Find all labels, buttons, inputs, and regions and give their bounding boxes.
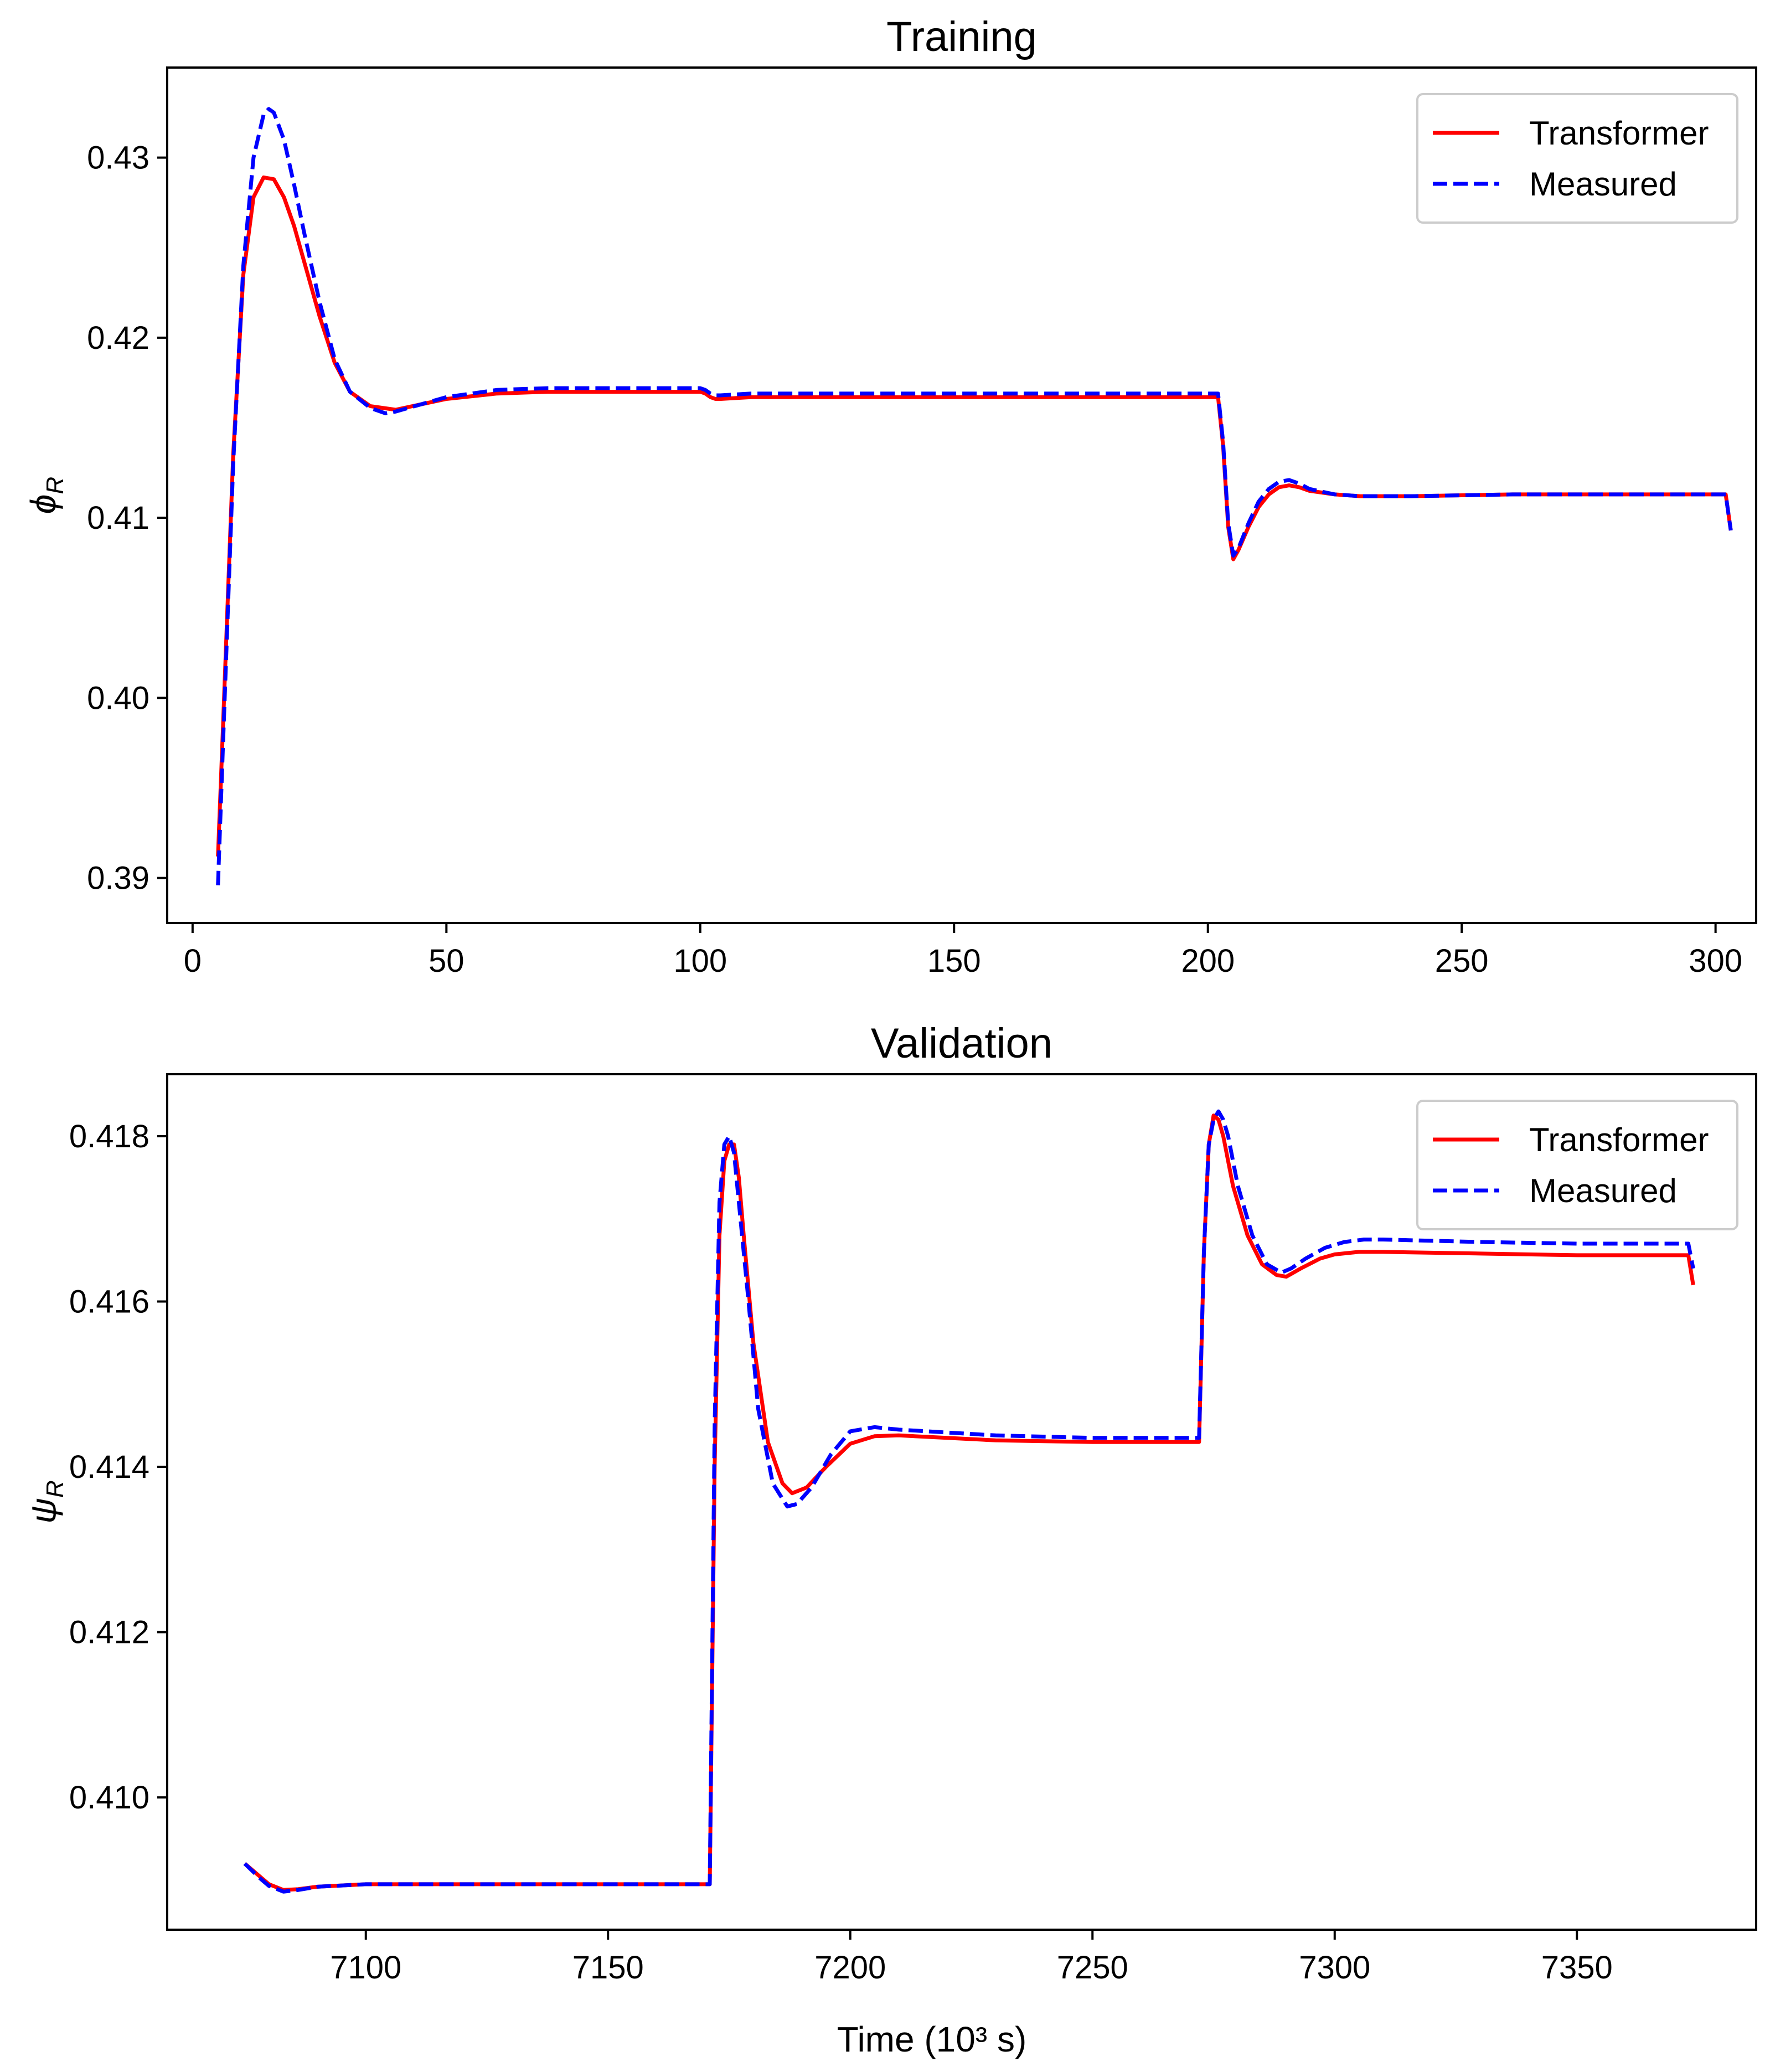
chart-2-y-tick-label: 0.410 — [69, 1780, 149, 1816]
chart-2-axes-frame — [166, 1073, 1757, 1931]
chart-2-x-tick-label: 7150 — [572, 1950, 644, 1986]
training-panel: Training 0 50 100 150 200 250 300 0.39 0.40 0.41 0.… — [23, 13, 1757, 979]
chart-1-legend-box — [1416, 93, 1738, 224]
chart-2-y-axis-subscript: R — [42, 1480, 69, 1498]
chart-1-y-axis-subscript: R — [42, 477, 69, 494]
chart-2-y-axis-symbol: ψ — [23, 1498, 63, 1524]
chart-2-x-tick-label: 7200 — [814, 1950, 886, 1986]
chart-2-y-tick-label: 0.416 — [69, 1284, 149, 1320]
chart-1-series-measured-line — [216, 107, 1733, 885]
chart-2-y-axis-label: ψR — [23, 1480, 69, 1523]
chart-2-y-tick-label: 0.412 — [69, 1615, 149, 1651]
chart-2-x-tick-label: 7350 — [1541, 1950, 1613, 1986]
chart-2-x-tick-label: 7250 — [1057, 1950, 1128, 1986]
chart-1-y-axis-label: ϕR — [23, 477, 69, 514]
chart-1-legend-label: Measured — [1529, 166, 1677, 203]
x-axis-label: Time (10³ s) — [837, 2019, 1027, 2059]
chart-2-x-tick-label: 7300 — [1299, 1950, 1370, 1986]
chart-1-y-tick-label: 0.43 — [87, 140, 149, 176]
chart-1-x-tick-label: 150 — [927, 943, 981, 979]
chart-1-y-tick-label: 0.39 — [87, 860, 149, 896]
chart-2-x-tick-label: 7100 — [330, 1950, 401, 1986]
chart-1-legend: Transformer Measured — [1416, 93, 1738, 224]
chart-1-x-tick-label: 300 — [1689, 943, 1742, 979]
chart-2-title: Validation — [871, 1020, 1052, 1067]
chart-2-y-tick-label: 0.418 — [69, 1119, 149, 1154]
chart-2-series-measured-line — [243, 1109, 1695, 1894]
validation-panel: Validation 7100 7150 7200 7250 7300 7350 0.410 0… — [23, 1020, 1757, 1986]
chart-2-y-tick-label: 0.414 — [69, 1449, 149, 1485]
chart-1-x-tick-label: 0 — [184, 943, 202, 979]
chart-1-x-tick-label: 100 — [673, 943, 727, 979]
chart-1-axes-frame — [166, 66, 1757, 924]
chart-1-y-axis-symbol: ϕ — [23, 494, 63, 514]
chart-2-legend-label: Measured — [1529, 1172, 1677, 1209]
chart-1-y-tick-label: 0.40 — [87, 680, 149, 716]
chart-2-legend-label: Transformer — [1529, 1121, 1709, 1158]
chart-1-y-tick-label: 0.41 — [87, 500, 149, 536]
chart-2-legend-box — [1416, 1100, 1738, 1230]
chart-1-x-tick-label: 200 — [1181, 943, 1235, 979]
chart-2-legend: Transformer Measured — [1416, 1100, 1738, 1230]
chart-1-x-tick-label: 250 — [1435, 943, 1489, 979]
chart-1-title: Training — [886, 13, 1037, 60]
chart-1-legend-label: Transformer — [1529, 115, 1709, 152]
chart-1-y-tick-label: 0.42 — [87, 320, 149, 356]
chart-1-x-tick-label: 50 — [429, 943, 465, 979]
